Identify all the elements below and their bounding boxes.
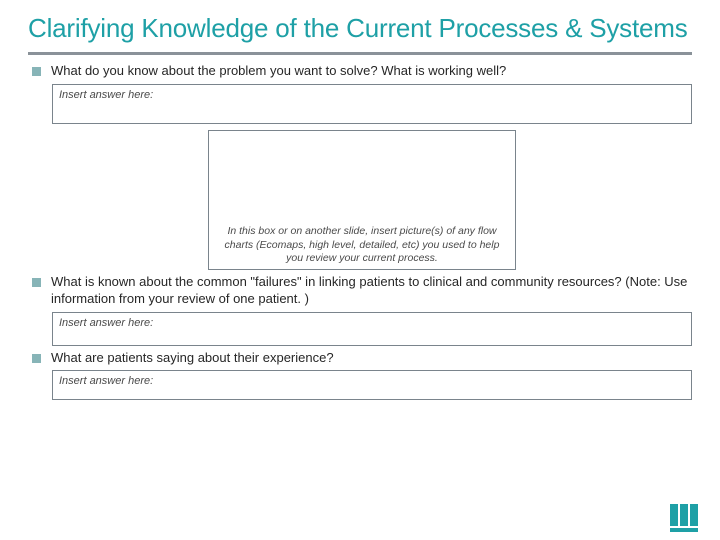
question-text: What are patients saying about their exp…	[51, 350, 334, 367]
brand-logo	[670, 504, 698, 532]
question-row: What is known about the common "failures…	[32, 274, 692, 308]
flowchart-placeholder-box[interactable]: In this box or on another slide, insert …	[208, 130, 516, 270]
answer-box[interactable]: Insert answer here:	[52, 370, 692, 400]
question-row: What are patients saying about their exp…	[32, 350, 692, 367]
slide: Clarifying Knowledge of the Current Proc…	[0, 0, 720, 540]
answer-box[interactable]: Insert answer here:	[52, 312, 692, 346]
slide-content: What do you know about the problem you w…	[28, 63, 692, 401]
bullet-icon	[32, 278, 41, 287]
answer-box[interactable]: Insert answer here:	[52, 84, 692, 124]
bullet-icon	[32, 67, 41, 76]
question-text: What is known about the common "failures…	[51, 274, 692, 308]
slide-title: Clarifying Knowledge of the Current Proc…	[28, 14, 692, 52]
question-row: What do you know about the problem you w…	[32, 63, 692, 80]
bullet-icon	[32, 354, 41, 363]
title-rule	[28, 52, 692, 55]
question-text: What do you know about the problem you w…	[51, 63, 506, 80]
flowchart-caption: In this box or on another slide, insert …	[209, 225, 515, 264]
